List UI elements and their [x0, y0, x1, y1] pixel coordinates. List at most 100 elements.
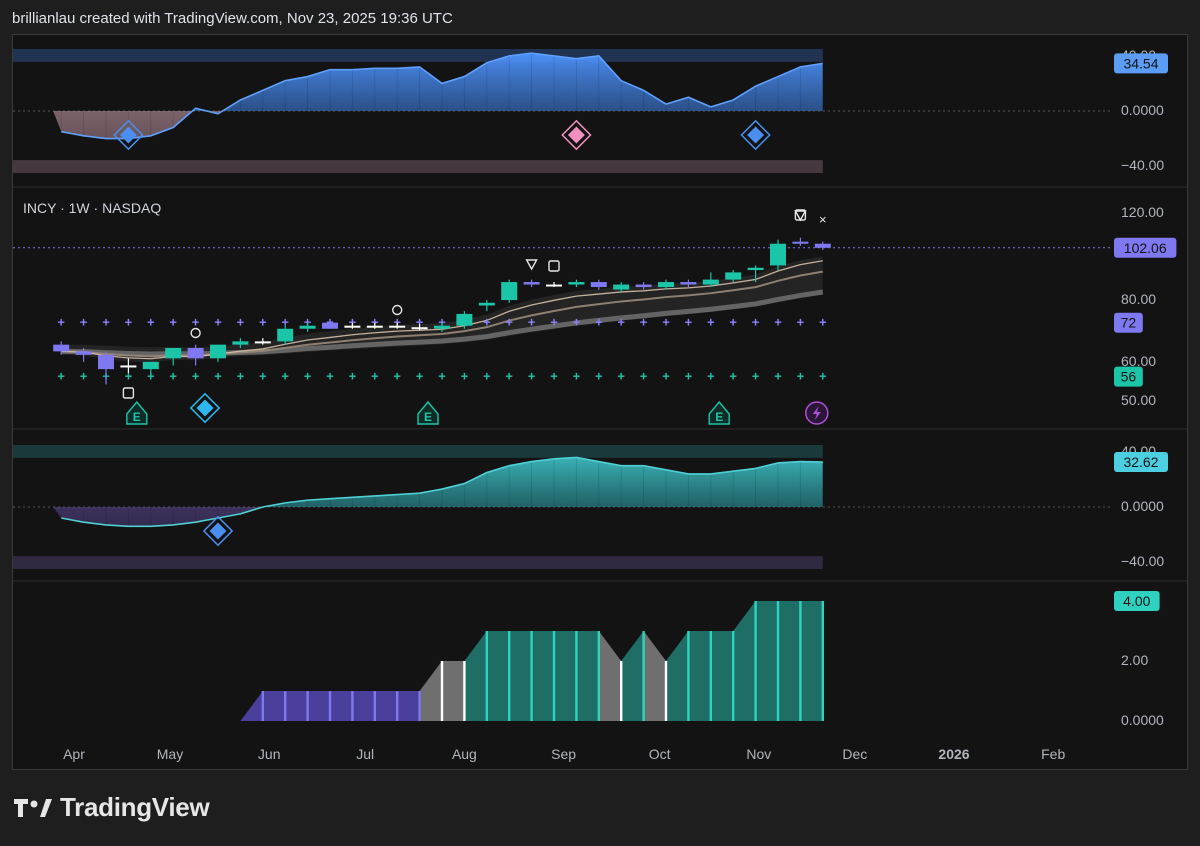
candle-body — [658, 282, 674, 288]
resistance-plus-mark: + — [371, 315, 379, 330]
candle-body — [98, 354, 114, 370]
histogram-last-value-bg — [1114, 591, 1160, 611]
middle-area-positive — [53, 457, 823, 507]
footer-brand[interactable]: TradingView — [14, 792, 210, 823]
candle-body — [434, 325, 450, 329]
candle-body — [456, 313, 473, 326]
resistance-plus-mark: + — [528, 315, 536, 330]
signal-triangle — [525, 259, 538, 271]
support-plus-mark: + — [819, 369, 827, 384]
candle-body — [814, 243, 831, 248]
histogram-area-segment — [262, 691, 286, 721]
histogram-area-segment — [509, 631, 532, 721]
candle-body — [322, 322, 338, 329]
support-plus-mark: + — [685, 369, 693, 384]
support-plus-mark: + — [662, 369, 670, 384]
top-signal-diamond-outline — [561, 119, 592, 151]
middle-line — [61, 456, 823, 528]
histogram-area-segment — [397, 691, 420, 721]
top-line — [61, 52, 823, 140]
x-axis-label: Jun — [258, 746, 281, 762]
support-plus-mark: + — [416, 369, 424, 384]
candle-body — [210, 344, 226, 359]
footer-brand-name: TradingView — [60, 792, 210, 822]
candle-body — [523, 282, 540, 285]
histogram-area-segment — [307, 691, 330, 721]
histogram-area-segment — [688, 631, 711, 721]
support-plus-mark: + — [438, 369, 446, 384]
resistance-plus-mark: + — [752, 315, 760, 330]
resistance-plus-mark: + — [393, 315, 401, 330]
resistance-plus-mark: + — [192, 315, 200, 330]
candle-body — [75, 351, 92, 355]
histogram-area-segment — [531, 631, 554, 721]
resistance-plus-mark: + — [237, 315, 245, 330]
support-plus-mark: + — [125, 369, 133, 384]
histogram-area-segment — [285, 691, 308, 721]
x-axis-label: Oct — [649, 746, 671, 762]
support-plus-mark: + — [349, 369, 357, 384]
x-axis-label: Aug — [452, 746, 477, 762]
support-plus-mark: + — [550, 369, 558, 384]
x-axis-label: Apr — [63, 746, 85, 762]
tradingview-logo-icon — [14, 798, 52, 817]
lightning-icon — [812, 406, 821, 420]
candle-body — [232, 341, 249, 345]
support-plus-mark: + — [752, 369, 760, 384]
histogram-area-segment — [755, 601, 778, 721]
histogram-last-value: 4.00 — [1123, 593, 1150, 609]
candle-body — [680, 282, 697, 285]
resistance-plus-mark: + — [617, 315, 625, 330]
resistance-plus-mark: + — [774, 315, 782, 330]
candle-body — [792, 241, 809, 244]
resistance-plus-mark: + — [147, 315, 155, 330]
resistance-plus-mark: + — [640, 315, 648, 330]
histogram-area-segment — [621, 631, 644, 721]
histogram-area-segment — [666, 631, 689, 721]
earnings-marker-label: E — [715, 410, 723, 424]
support-plus-mark: + — [483, 369, 491, 384]
top-area-positive — [53, 53, 823, 111]
middle-upper-band — [13, 445, 823, 458]
top-signal-diamond — [119, 126, 137, 144]
candle-body — [277, 328, 294, 342]
histogram-area-segment — [330, 691, 353, 721]
support-plus-mark: + — [505, 369, 513, 384]
support-plus-mark: + — [57, 369, 65, 384]
price-badge-bg — [1114, 312, 1143, 333]
support-plus-mark: + — [169, 369, 177, 384]
resistance-plus-mark: + — [729, 315, 737, 330]
top-last-value-bg — [1114, 53, 1168, 74]
price-y-tick: 120.00 — [1121, 204, 1164, 220]
histogram-y-tick: 0.0000 — [1121, 712, 1164, 728]
x-axis-label: Nov — [746, 746, 771, 762]
top-lower-band — [13, 160, 823, 173]
chart-canvas[interactable]: 40.000.0000−40.0034.5440.000.0000−40.003… — [13, 35, 1187, 769]
middle-last-value: 32.62 — [1123, 454, 1158, 470]
top-y-tick: 0.0000 — [1121, 102, 1164, 118]
candle-body — [635, 284, 652, 288]
histogram-area-segment — [486, 631, 510, 721]
candle-body — [165, 347, 182, 359]
support-plus-mark: + — [214, 369, 222, 384]
resistance-plus-mark: + — [483, 315, 491, 330]
candle-body — [725, 272, 742, 280]
support-plus-mark: + — [237, 369, 245, 384]
resistance-plus-mark: + — [595, 315, 603, 330]
resistance-plus-mark: + — [416, 315, 424, 330]
middle-signal-diamond — [209, 522, 227, 540]
chart-frame[interactable]: 40.000.0000−40.0034.5440.000.0000−40.003… — [12, 34, 1188, 770]
resistance-plus-mark: + — [550, 315, 558, 330]
support-plus-mark: + — [461, 369, 469, 384]
candle-body — [747, 267, 764, 271]
candle-body — [142, 361, 159, 370]
histogram-area-segment — [643, 631, 666, 721]
middle-signal-diamond-outline — [202, 515, 234, 547]
resistance-plus-mark: + — [80, 315, 88, 330]
resistance-plus-mark: + — [57, 315, 65, 330]
price-badge-bg — [1114, 366, 1143, 387]
price-badge: 56 — [1121, 369, 1137, 385]
middle-y-tick: 0.0000 — [1121, 498, 1164, 514]
candle-body — [411, 327, 428, 330]
histogram-area-segment — [374, 691, 398, 721]
